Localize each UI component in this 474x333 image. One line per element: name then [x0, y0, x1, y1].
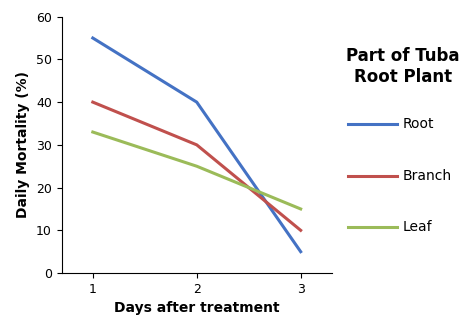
- X-axis label: Days after treatment: Days after treatment: [114, 301, 280, 315]
- Text: Root: Root: [403, 117, 435, 131]
- Y-axis label: Daily Mortality (%): Daily Mortality (%): [16, 71, 30, 218]
- Text: Leaf: Leaf: [403, 220, 433, 234]
- Text: Part of Tuba
Root Plant: Part of Tuba Root Plant: [346, 47, 460, 86]
- Text: Branch: Branch: [403, 168, 452, 182]
